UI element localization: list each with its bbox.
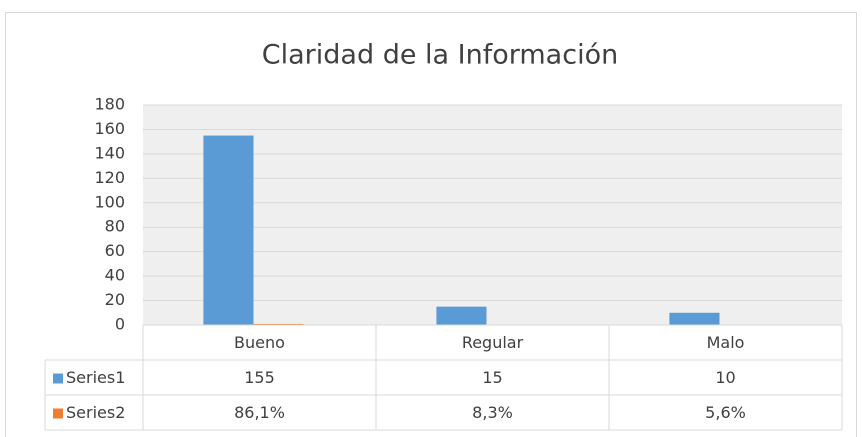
legend-swatch bbox=[53, 373, 63, 384]
y-tick-label: 180 bbox=[94, 95, 125, 114]
table-value: 5,6% bbox=[705, 403, 746, 422]
legend-label: Series2 bbox=[66, 403, 125, 422]
table-value: 10 bbox=[715, 368, 735, 387]
x-tick-label: Bueno bbox=[234, 333, 285, 352]
y-tick-label: 160 bbox=[94, 119, 125, 138]
table-value: 8,3% bbox=[472, 403, 513, 422]
y-tick-label: 140 bbox=[94, 143, 125, 162]
x-tick-label: Malo bbox=[707, 333, 745, 352]
y-tick-label: 0 bbox=[115, 315, 125, 334]
legend-label: Series1 bbox=[66, 368, 125, 387]
bar bbox=[253, 323, 304, 325]
x-tick-label: Regular bbox=[462, 333, 524, 352]
y-tick-label: 60 bbox=[105, 241, 125, 260]
plot-area bbox=[143, 105, 842, 325]
table-value: 86,1% bbox=[234, 403, 285, 422]
y-tick-label: 120 bbox=[94, 168, 125, 187]
y-tick-label: 100 bbox=[94, 192, 125, 211]
y-tick-label: 20 bbox=[105, 290, 125, 309]
bar bbox=[203, 135, 254, 325]
legend-swatch bbox=[53, 408, 63, 419]
y-tick-label: 40 bbox=[105, 266, 125, 285]
bar bbox=[436, 306, 487, 325]
chart-title: Claridad de la Información bbox=[262, 40, 618, 71]
table-value: 155 bbox=[244, 368, 275, 387]
bar bbox=[669, 312, 720, 325]
y-tick-label: 80 bbox=[105, 217, 125, 236]
table-value: 15 bbox=[482, 368, 502, 387]
